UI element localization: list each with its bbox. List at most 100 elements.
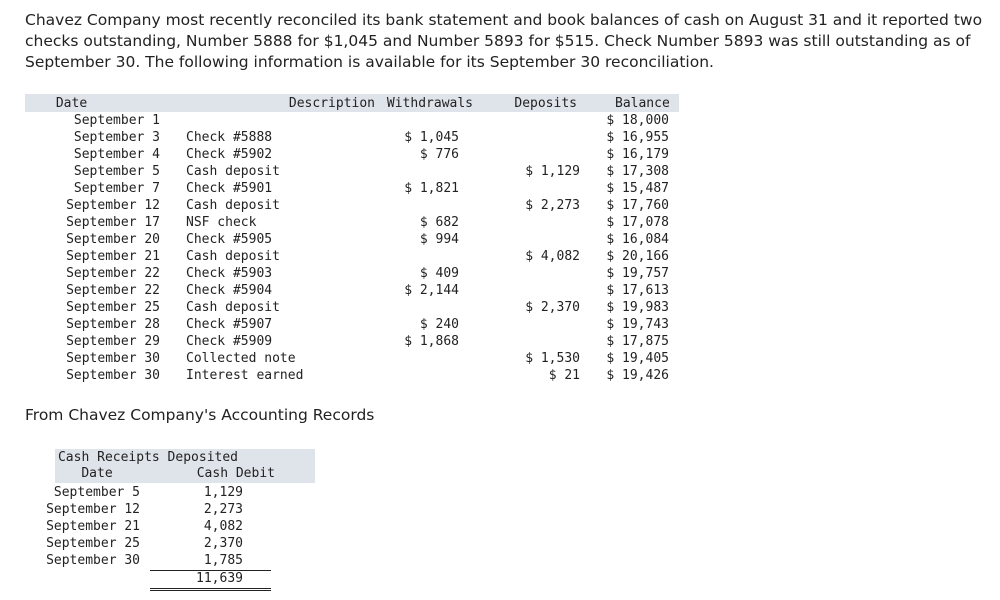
table-row: September 5 Cash deposit $ 1,129 $ 17,308	[25, 163, 679, 180]
row-deposit: $ 2,370	[525, 300, 580, 315]
table-row: September 22 Check #5903 $ 409 $ 19,757	[25, 265, 679, 282]
row-balance: $ 18,000	[606, 113, 669, 128]
row-balance-cell: $ 19,743	[585, 316, 679, 333]
row-date: September 28	[66, 317, 160, 332]
row-deposit-cell	[487, 214, 585, 231]
ledger-rows: September 5 1,129 September 12 2,273 Septemb…	[40, 484, 280, 591]
row-date: September 20	[66, 232, 160, 247]
ledger-total: 11,639	[196, 571, 243, 586]
row-balance: $ 20,166	[606, 249, 669, 264]
row-deposit-cell	[487, 316, 585, 333]
row-withdrawal: $ 240	[419, 317, 459, 332]
row-balance: $ 17,078	[606, 215, 669, 230]
records-title: From Chavez Company's Accounting Records	[25, 406, 375, 424]
ledger-amount-header: Cash Debit	[196, 466, 275, 481]
row-deposit-cell: $ 2,370	[487, 299, 585, 316]
row-description: Check #5888	[186, 130, 273, 145]
row-balance-cell: $ 19,757	[585, 265, 679, 282]
row-date: September 25	[66, 300, 160, 315]
row-withdrawal-cell: $ 240	[375, 316, 487, 333]
row-balance: $ 19,743	[606, 317, 669, 332]
row-balance: $ 17,308	[606, 164, 669, 179]
ledger-row-date: September 21	[46, 519, 140, 534]
bank-statement-header-row: Date Description Withdrawals Deposits Ba…	[25, 94, 679, 112]
row-withdrawal-cell	[375, 248, 487, 265]
row-description: Cash deposit	[186, 249, 280, 264]
row-deposit-cell: $ 1,530	[487, 350, 585, 367]
problem-intro: Chavez Company most recently reconciled …	[25, 11, 983, 71]
row-date: September 22	[66, 283, 160, 298]
table-row: September 28 Check #5907 $ 240 $ 19,743	[25, 316, 679, 333]
row-balance: $ 17,613	[606, 283, 669, 298]
bank-statement-table: Date Description Withdrawals Deposits Ba…	[25, 94, 679, 384]
row-withdrawal-cell: $ 1,821	[375, 180, 487, 197]
row-withdrawal-cell: $ 994	[375, 231, 487, 248]
row-balance: $ 17,875	[606, 334, 669, 349]
row-withdrawal-cell	[375, 163, 487, 180]
row-withdrawal: $ 409	[419, 266, 459, 281]
row-balance-cell: $ 19,426	[585, 367, 679, 384]
row-withdrawal-cell	[375, 367, 487, 384]
row-description: Check #5904	[186, 283, 273, 298]
table-row: September 25 Cash deposit $ 2,370 $ 19,983	[25, 299, 679, 316]
row-description: Collected note	[186, 351, 296, 366]
ledger-row-date: September 12	[46, 502, 140, 517]
table-row: September 17 NSF check $ 682 $ 17,078	[25, 214, 679, 231]
row-description: NSF check	[186, 215, 257, 230]
row-deposit-cell	[487, 282, 585, 299]
row-balance-cell: $ 18,000	[585, 112, 679, 129]
header-date: Date	[25, 94, 160, 112]
ledger-row-amount: 1,129	[203, 485, 243, 500]
ledger-row: September 5 1,129	[40, 484, 280, 501]
row-date: September 7	[73, 181, 160, 196]
row-date: September 3	[73, 130, 160, 145]
row-balance-cell: $ 17,078	[585, 214, 679, 231]
row-balance-cell: $ 17,613	[585, 282, 679, 299]
header-deposits: Deposits	[487, 94, 585, 112]
row-deposit: $ 1,129	[525, 164, 580, 179]
row-deposit-cell	[487, 231, 585, 248]
row-balance-cell: $ 17,760	[585, 197, 679, 214]
row-withdrawal: $ 2,144	[404, 283, 459, 298]
row-deposit-cell	[487, 129, 585, 146]
header-description: Description	[160, 94, 375, 112]
row-deposit-cell	[487, 265, 585, 282]
row-withdrawal-cell	[375, 112, 487, 129]
header-withdrawals: Withdrawals	[375, 94, 487, 112]
row-balance: $ 16,955	[606, 130, 669, 145]
row-withdrawal-cell	[375, 350, 487, 367]
row-deposit: $ 4,082	[525, 249, 580, 264]
row-withdrawal-cell: $ 1,868	[375, 333, 487, 350]
row-balance: $ 19,405	[606, 351, 669, 366]
row-date: September 1	[73, 113, 160, 128]
row-description	[160, 112, 375, 129]
row-description: Check #5903	[186, 266, 273, 281]
ledger-header: Cash Receipts Deposited Date Cash Debit	[55, 449, 315, 483]
row-withdrawal-cell	[375, 299, 487, 316]
table-row: September 12 Cash deposit $ 2,273 $ 17,760	[25, 197, 679, 214]
header-balance: Balance	[585, 94, 679, 112]
table-row: September 1 $ 18,000	[25, 112, 679, 129]
row-balance-cell: $ 16,084	[585, 231, 679, 248]
row-description: Cash deposit	[186, 198, 280, 213]
table-row: September 3 Check #5888 $ 1,045 $ 16,955	[25, 129, 679, 146]
row-balance: $ 19,757	[606, 266, 669, 281]
row-deposit: $ 2,273	[525, 198, 580, 213]
row-withdrawal: $ 776	[419, 147, 459, 162]
bank-statement-body: September 1 $ 18,000 September 3 Check #588…	[25, 112, 679, 384]
row-date: September 29	[66, 334, 160, 349]
row-date: September 30	[66, 368, 160, 383]
row-balance-cell: $ 16,955	[585, 129, 679, 146]
row-balance: $ 17,760	[606, 198, 669, 213]
row-deposit-cell	[487, 180, 585, 197]
row-date: September 12	[66, 198, 160, 213]
row-withdrawal: $ 994	[419, 232, 459, 247]
table-row: September 7 Check #5901 $ 1,821 $ 15,487	[25, 180, 679, 197]
ledger-row-date: September 5	[53, 485, 140, 500]
table-row: September 22 Check #5904 $ 2,144 $ 17,613	[25, 282, 679, 299]
row-date: September 30	[66, 351, 160, 366]
row-date: September 22	[66, 266, 160, 281]
row-description: Interest earned	[186, 368, 304, 383]
row-balance: $ 16,179	[606, 147, 669, 162]
ledger-row: September 30 1,785	[40, 552, 280, 569]
